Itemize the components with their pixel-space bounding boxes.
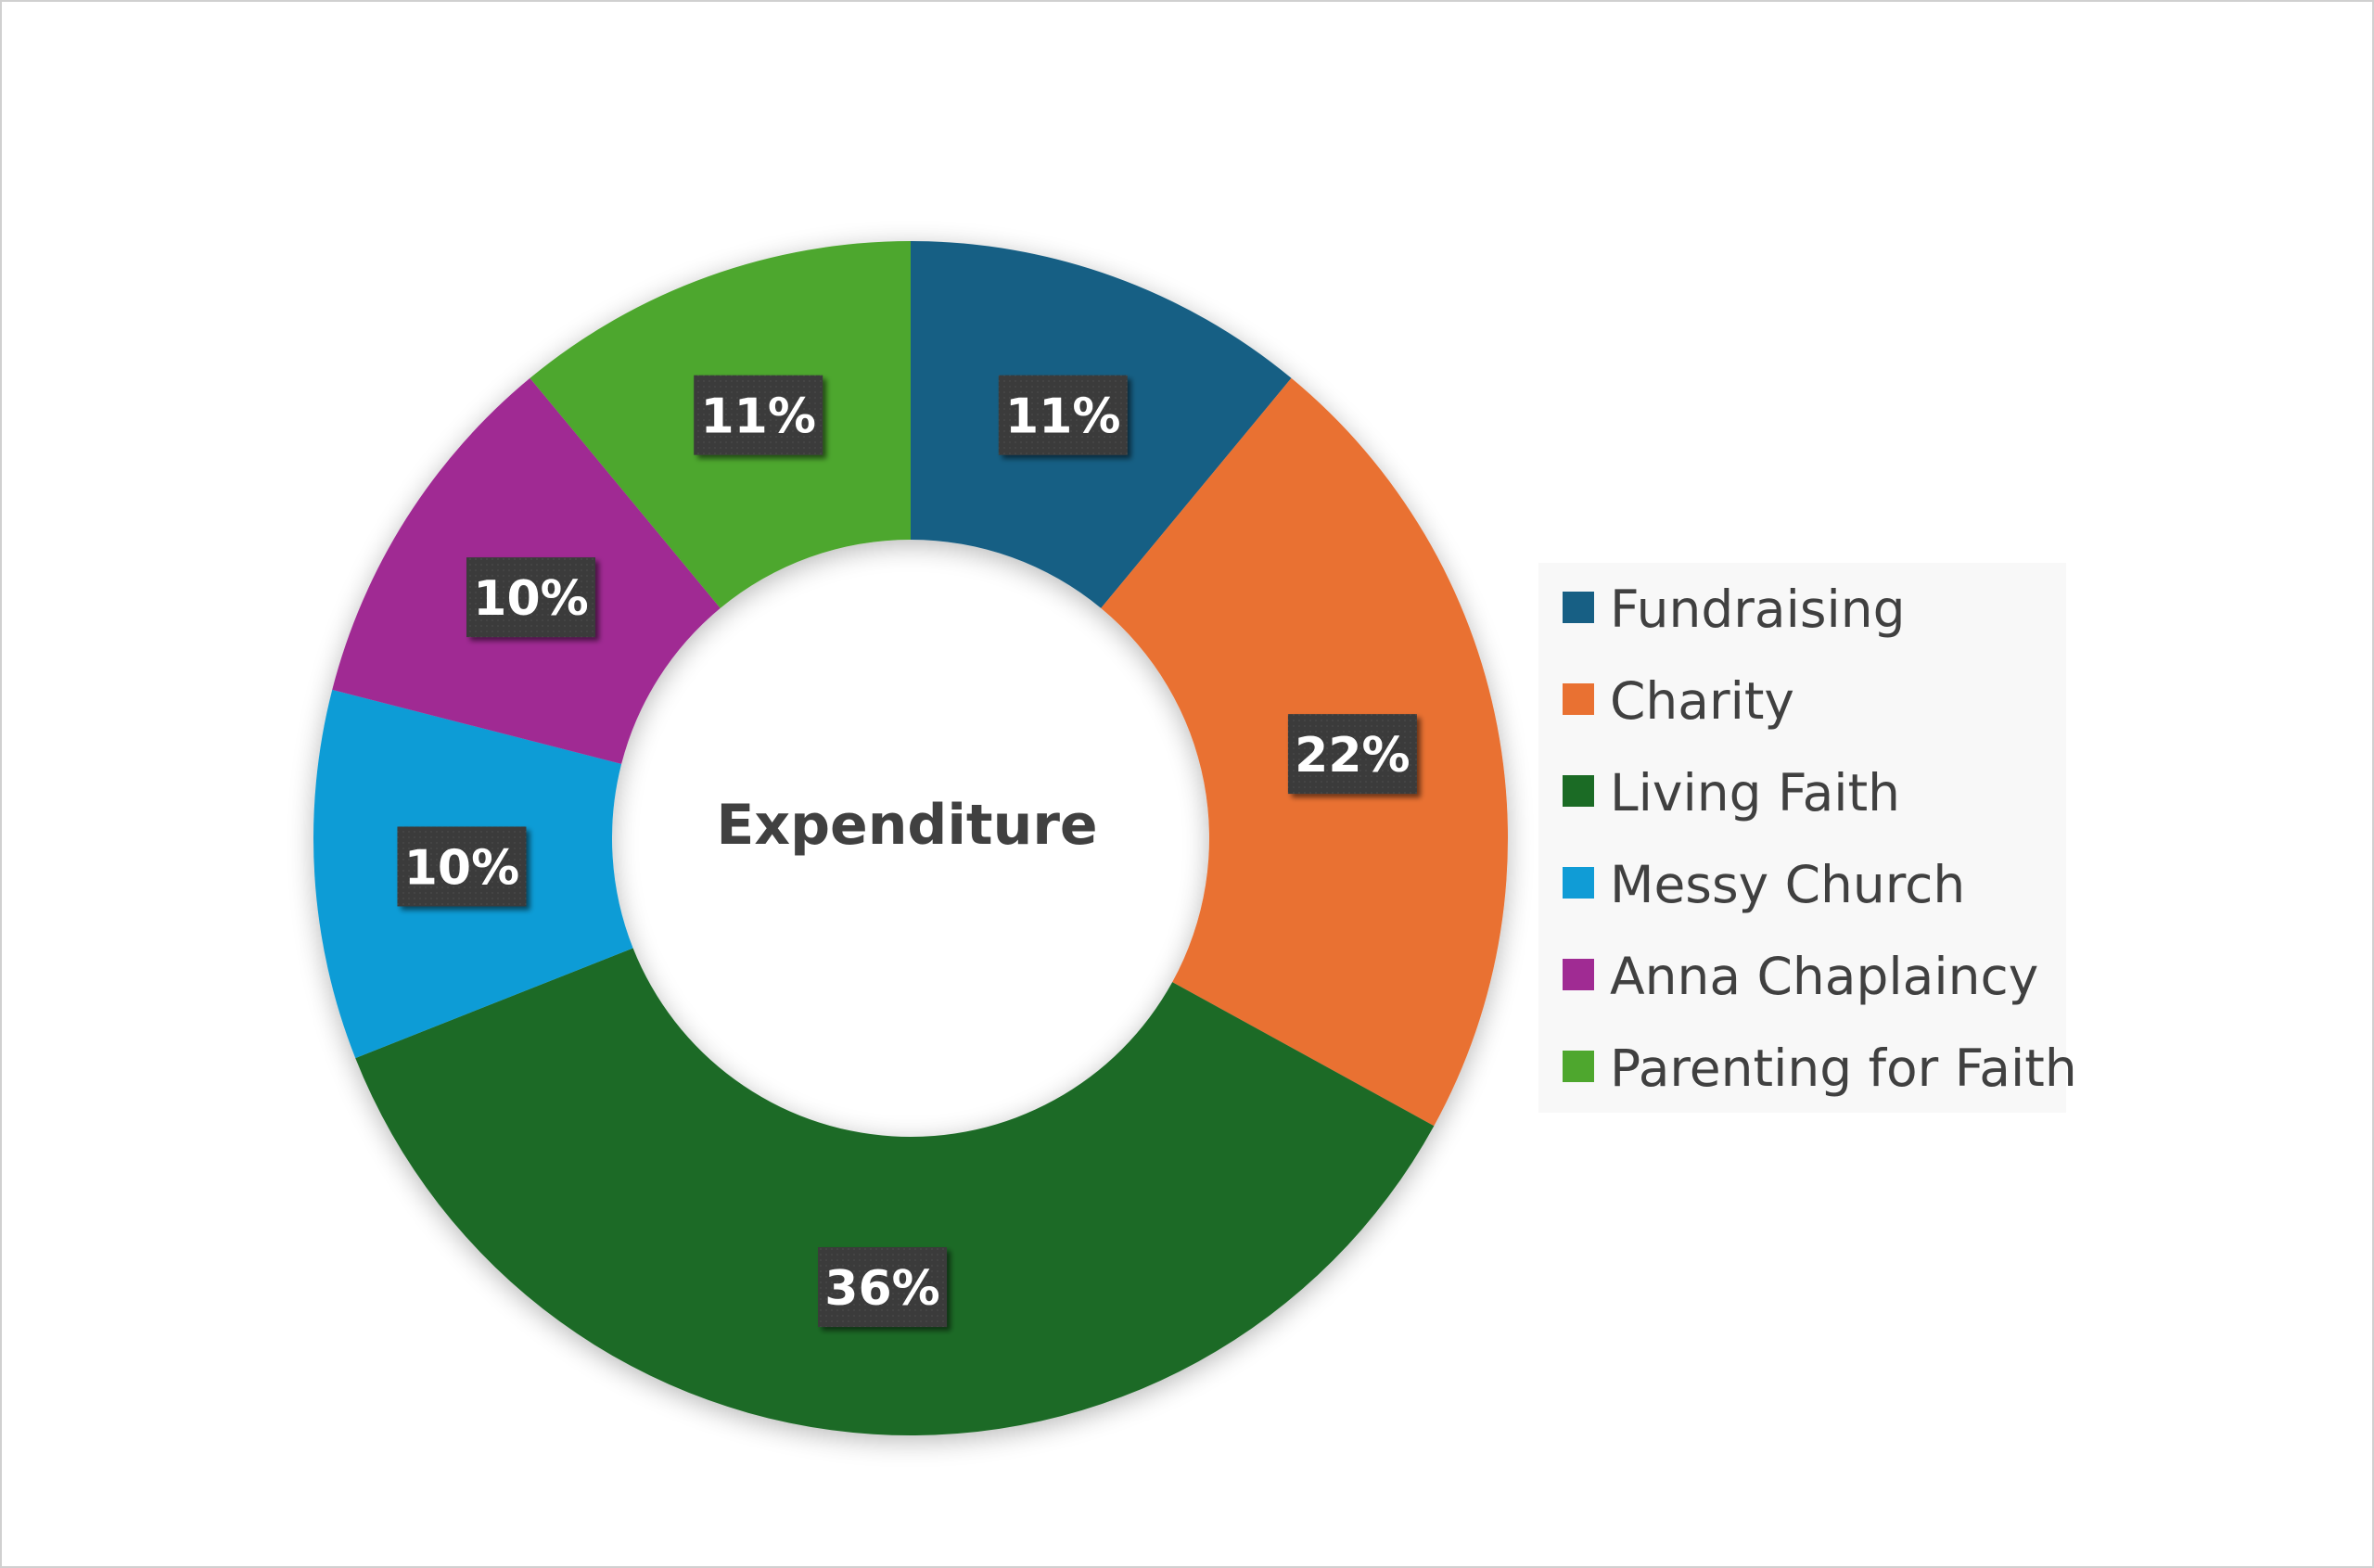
data-label-charity: 22% <box>1287 714 1417 795</box>
data-label-living-faith: 36% <box>818 1247 948 1328</box>
legend-swatch <box>1563 959 1594 990</box>
data-label-box <box>818 1247 948 1328</box>
legend-background <box>1538 563 2066 1113</box>
legend-item-parenting-for-faith: Parenting for Faith <box>1563 1039 2077 1098</box>
legend-label: Messy Church <box>1610 855 1965 914</box>
data-labels: 11% 22% 36% 10% 10% 11% <box>397 375 1417 1328</box>
data-label-value: 11% <box>700 389 815 445</box>
legend-label: Living Faith <box>1610 763 1900 822</box>
legend-swatch <box>1563 592 1594 623</box>
data-label-box <box>694 375 823 455</box>
legend-item-charity: Charity <box>1563 671 1794 731</box>
data-label-box <box>466 557 596 638</box>
legend-label: Parenting for Faith <box>1610 1039 2077 1098</box>
legend-item-fundraising: Fundraising <box>1563 580 1906 639</box>
data-label-box <box>397 826 527 907</box>
legend-swatch <box>1563 1051 1594 1082</box>
legend-swatch <box>1563 683 1594 715</box>
data-label-box <box>1287 714 1417 795</box>
data-label-value: 22% <box>1295 728 1410 784</box>
legend-label: Charity <box>1610 671 1794 731</box>
data-label-parenting-for-faith: 11% <box>694 375 823 455</box>
legend-item-living-faith: Living Faith <box>1563 763 1900 822</box>
data-label-value: 10% <box>404 840 519 896</box>
data-label-box <box>998 375 1128 455</box>
legend-swatch <box>1563 867 1594 899</box>
legend-item-anna-chaplaincy: Anna Chaplaincy <box>1563 947 2038 1006</box>
legend-label: Anna Chaplaincy <box>1610 947 2038 1006</box>
donut-slices <box>313 241 1508 1435</box>
data-label-anna-chaplaincy: 10% <box>466 557 596 638</box>
data-label-fundraising: 11% <box>998 375 1128 455</box>
data-label-value: 36% <box>824 1261 939 1317</box>
data-label-value: 10% <box>473 571 588 627</box>
legend-item-messy-church: Messy Church <box>1563 855 1965 914</box>
legend-label: Fundraising <box>1610 580 1906 639</box>
chart-title: Expenditure <box>716 793 1097 858</box>
legend-swatch <box>1563 775 1594 807</box>
slice-living-faith <box>355 948 1435 1435</box>
data-label-messy-church: 10% <box>397 826 527 907</box>
legend: Fundraising Charity Living Faith Messy Chur… <box>1538 563 2077 1113</box>
data-label-value: 11% <box>1005 389 1120 445</box>
